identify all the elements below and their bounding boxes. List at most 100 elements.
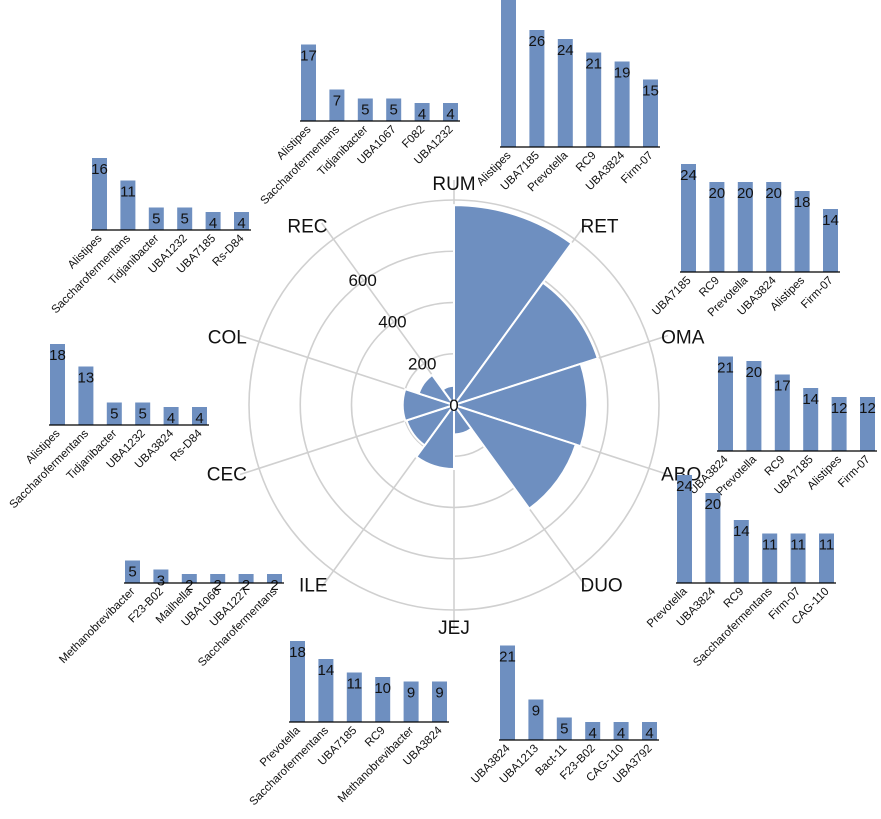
bar-value-label: 4 [446, 106, 454, 123]
bar [500, 645, 515, 740]
bar [205, 212, 221, 230]
segment-label-ret: RET [580, 216, 618, 237]
bar [860, 397, 875, 451]
bar-value-label: 5 [361, 102, 369, 119]
bar-value-label: 5 [110, 406, 118, 423]
bar [181, 574, 197, 583]
bar [733, 520, 749, 583]
bar-tick-label: RC9 [722, 586, 747, 611]
bar-value-label: 17 [300, 48, 317, 65]
bar [586, 52, 602, 147]
bar-value-label: 9 [407, 685, 415, 702]
bar-value-label: 2 [270, 577, 278, 594]
bar [443, 103, 458, 121]
bar-value-label: 15 [642, 83, 659, 100]
bar [585, 722, 601, 740]
bar [528, 699, 544, 740]
bar [414, 103, 430, 121]
bar [774, 374, 790, 451]
bar-value-label: 10 [374, 680, 391, 697]
bar [386, 98, 402, 121]
bar [432, 681, 447, 722]
bar-chart-jej: 18Prevotella14Saccharofermentans11UBA718… [247, 641, 449, 808]
bar-value-label: 14 [802, 391, 819, 408]
polar-chart: 0200400600RUMRETOMAABODUOJEJILECECCOLREC [207, 174, 705, 639]
bar [210, 574, 226, 583]
bar-value-label: 24 [680, 167, 697, 184]
bar-tick-label: RC9 [363, 725, 388, 750]
bar-value-label: 2 [242, 577, 250, 594]
bar [50, 344, 65, 425]
bar [238, 574, 254, 583]
bar [290, 641, 305, 722]
segment-label-rum: RUM [432, 174, 475, 195]
bar [78, 366, 94, 425]
radial-tick-label: 0 [449, 396, 458, 415]
bar [643, 79, 658, 147]
bar [737, 182, 753, 272]
bar [192, 407, 207, 425]
bar-tick-label: RC9 [697, 275, 722, 300]
bar [709, 182, 725, 272]
bar-value-label: 4 [617, 725, 625, 742]
bar-value-label: 21 [585, 56, 602, 73]
bar-chart-cec: 18Alistipes13Saccharofermentans5Tidjanib… [7, 344, 209, 511]
bar [501, 0, 516, 147]
bar-value-label: 11 [762, 537, 778, 554]
bar [819, 533, 834, 583]
radial-tick-label: 200 [408, 354, 436, 373]
bar-value-label: 18 [49, 347, 66, 364]
bar-value-label: 5 [181, 211, 189, 228]
bar-value-label: 11 [819, 537, 835, 554]
radial-tick-label: 600 [348, 271, 376, 290]
bar-value-label: 18 [794, 194, 811, 211]
bar [613, 722, 629, 740]
sector-rec [441, 384, 455, 409]
bar-value-label: 26 [529, 33, 546, 50]
bar-value-label: 3 [157, 573, 165, 590]
bar-value-label: 2 [185, 577, 193, 594]
bar-value-label: 12 [859, 400, 876, 417]
bar-tick-label: UBA7185 [650, 275, 693, 318]
bar [267, 574, 282, 583]
bar [177, 207, 193, 230]
bar-value-label: 20 [705, 496, 722, 513]
bar-value-label: 20 [737, 185, 754, 202]
bar-value-label: 21 [499, 649, 516, 666]
bar-chart-abo: 24Prevotella20UBA382414RC911Saccharoferm… [645, 475, 836, 669]
bar-value-label: 9 [532, 703, 540, 720]
sector-col [417, 373, 457, 407]
bar-value-label: 24 [676, 478, 693, 495]
bar [301, 44, 316, 121]
bar-value-label: 4 [237, 215, 245, 232]
bar [329, 89, 345, 121]
bar-value-label: 14 [822, 212, 839, 229]
bar-chart-col: 16Alistipes11Saccharofermentans5Tidjanib… [49, 158, 251, 316]
bar [403, 681, 419, 722]
bar-tick-label: RC9 [574, 150, 599, 175]
bar-value-label: 17 [774, 378, 791, 395]
bar [163, 407, 179, 425]
bar-tick-label: Firm-07 [619, 150, 656, 187]
segment-label-col: COL [208, 327, 247, 348]
bar-value-label: 2 [214, 577, 222, 594]
bar [642, 722, 657, 740]
bar-value-label: 20 [746, 364, 763, 381]
bar [794, 191, 810, 272]
bar-value-label: 24 [557, 42, 574, 59]
bar-value-label: 14 [733, 523, 750, 540]
bar-tick-label: RC9 [763, 454, 788, 479]
bar-chart-ret: 24UBA718520RC920Prevotella20UBA382418Ali… [650, 164, 840, 319]
bar-value-label: 18 [289, 644, 306, 661]
bar-chart-oma: 21UBA382420Prevotella17RC914UBA718512Ali… [687, 356, 877, 498]
bar [135, 402, 151, 425]
sector-rum [453, 204, 573, 409]
bar-value-label: 9 [435, 685, 443, 702]
sector-abo [451, 403, 578, 511]
bar-value-label: 20 [709, 185, 726, 202]
bar-tick-label: Firm-07 [799, 275, 836, 312]
bar-value-label: 19 [614, 65, 631, 82]
radial-tick-label: 400 [378, 313, 406, 332]
bar-value-label: 7 [333, 93, 341, 110]
bar [148, 207, 164, 230]
